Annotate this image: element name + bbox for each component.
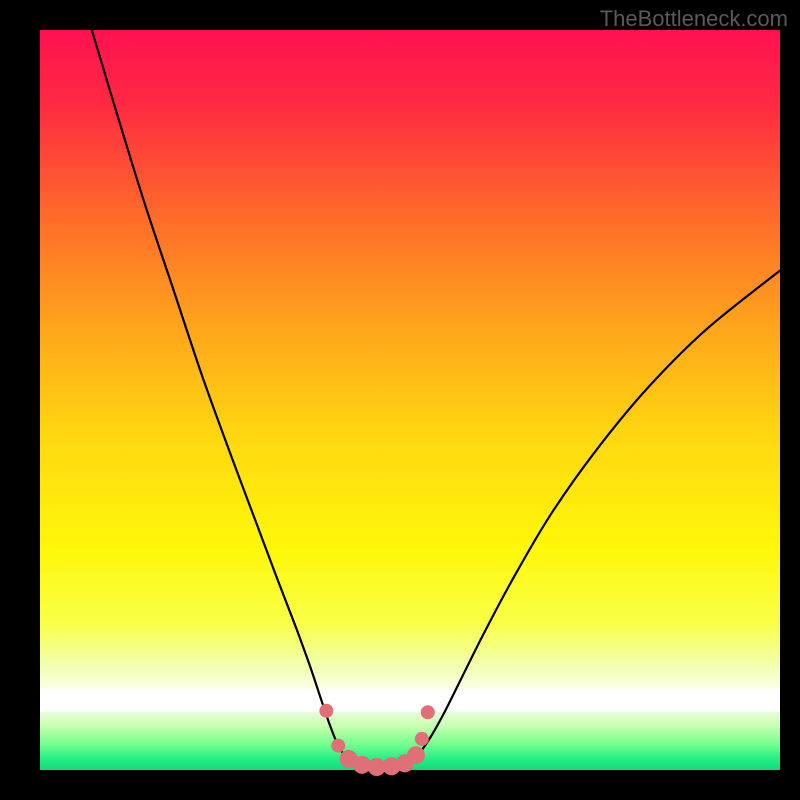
plot-gradient-background bbox=[40, 30, 780, 770]
watermark-text: TheBottleneck.com bbox=[600, 6, 788, 32]
chart-stage: TheBottleneck.com bbox=[0, 0, 800, 800]
plot-white-band bbox=[40, 689, 780, 713]
